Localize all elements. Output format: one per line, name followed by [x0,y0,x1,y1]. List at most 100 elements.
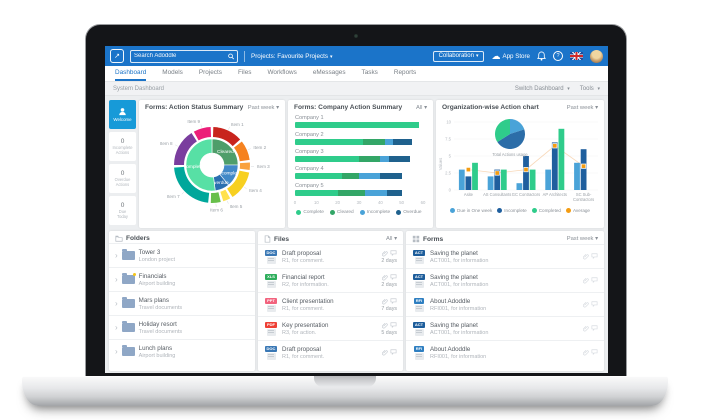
company-bar-row[interactable]: Company 3 [295,149,423,162]
search-input[interactable] [134,53,225,59]
main-nav: Dashboard Models Projects Files Workflows eMe… [105,66,608,82]
form-row[interactable]: ACT Saving the planet ACT001, for inform… [406,268,604,292]
folder-subtitle: Airport building [138,280,176,287]
svg-text:10: 10 [446,120,451,125]
organization-action-panel: Organization-wise Action chart Past week… [436,100,604,228]
chevron-right-icon[interactable]: › [115,275,118,284]
tab-emessages[interactable]: eMessages [312,69,346,76]
caret-down-icon: ▾ [597,85,600,92]
chevron-right-icon[interactable]: › [115,299,118,308]
form-row[interactable]: RFI About Adoddle RFI001, for informatio… [406,292,604,316]
chevron-right-icon[interactable]: › [115,347,118,356]
counter-tile[interactable]: 0 Overdue Actions [109,164,136,193]
file-row[interactable]: DOC Draft proposal R1, for comment. 2 da… [258,244,403,268]
svg-text:Values: Values [438,158,443,171]
file-age: 2 days [381,257,397,264]
comment-icon [390,273,397,280]
form-thumbnail-icon [414,304,424,312]
user-avatar[interactable] [590,49,603,63]
svg-text:5: 5 [448,154,451,159]
app-store-button[interactable]: ☁ App Store [491,50,530,61]
tab-dashboard[interactable]: Dashboard [115,66,147,81]
company-action-bars[interactable]: Company 1 Company 2 Company 3 Company 4 … [288,112,433,215]
adoddle-logo-icon[interactable]: ↗ [110,49,124,63]
file-subtitle: R1, for comment. [282,257,325,264]
tab-files[interactable]: Files [237,69,252,76]
counter-tile[interactable]: 0 Incomplete Actions [109,132,136,161]
document-thumbnail-icon [266,304,276,312]
file-row[interactable]: XLS Financial report R2, for information… [258,268,403,292]
file-row[interactable]: DOC Draft proposal R1, for comment. [258,340,403,364]
switch-dashboard-menu[interactable]: Switch Dashboard ▾ [514,85,570,92]
tab-reports[interactable]: Reports [393,69,417,76]
projects-menu[interactable]: Projects: Favourite Projects ▾ [251,52,333,60]
form-row[interactable]: ACT Saving the planet ACT001, for inform… [406,316,604,340]
tab-projects[interactable]: Projects [198,69,222,76]
counter-tile[interactable]: 0 Due Today [109,196,136,225]
company-bar-row[interactable]: Company 2 [295,132,423,145]
tools-menu[interactable]: Tools ▾ [579,85,600,92]
file-type-badge: DOC [264,249,278,256]
panel-filter-dropdown[interactable]: Past week ▾ [566,236,598,242]
file-age: 5 days [381,329,397,336]
form-row[interactable]: RFI About Adoddle RFI001, for informatio… [406,340,604,364]
file-row[interactable]: PDF Key presentation R3, for action. 5 d… [258,316,403,340]
panel-title: Files [274,235,290,243]
folder-row[interactable]: › Holiday resort Travel documents [109,315,255,339]
panel-filter-dropdown[interactable]: Past week ▾ [247,104,279,111]
notifications-bell-icon[interactable] [537,51,546,61]
company-bar-row[interactable]: Company 4 [295,166,423,179]
laptop-base [22,376,668,406]
form-thumbnail-icon [414,280,424,288]
form-type-badge: RFI [413,345,425,352]
panel-filter-dropdown[interactable]: All ▾ [386,236,397,242]
form-subtitle: ACT001, for information [430,281,489,288]
dashboard-sub-bar: System Dashboard Switch Dashboard ▾ Tool… [105,82,608,96]
svg-text:Item 5: Item 5 [230,204,243,209]
search-box[interactable] [130,49,238,63]
comment-icon [390,297,397,304]
action-status-donut-chart[interactable]: Cleared Incomplete Overdue Complete Item 1 It… [139,112,285,222]
chevron-right-icon[interactable]: › [115,251,118,260]
laptop-screen: ↗ Projects: Favourite Projects▾ Collabor… [85,24,627,380]
folder-row[interactable]: › Tower 3 London project [109,243,255,267]
caret-down-icon: ▾ [567,85,570,92]
tab-workflows[interactable]: Workflows [267,69,297,76]
folder-subtitle: Travel documents [138,328,183,335]
svg-text:Item 1: Item 1 [231,122,244,127]
folder-row[interactable]: › Mars plans Travel documents [109,291,255,315]
form-row[interactable]: ACT Saving the planet ACT001, for inform… [406,244,604,268]
file-icon [264,235,271,243]
collaboration-button[interactable]: Collaboration ▾ [432,50,485,62]
form-title: Saving the planet [430,321,478,329]
document-thumbnail-icon [266,328,276,336]
comment-icon [591,277,598,283]
svg-text:Total Actions usage: Total Actions usage [492,152,528,157]
panel-filter-dropdown[interactable]: All ▾ [416,104,427,111]
help-icon[interactable]: ? [553,51,563,61]
chevron-right-icon[interactable]: › [115,323,118,332]
panel-title: Forms [423,235,444,243]
folder-row[interactable]: › Financials Airport building [109,267,255,291]
company-bar-row[interactable]: Company 5 [295,183,423,196]
welcome-tile[interactable]: Welcome [109,100,136,129]
file-title: Draft proposal [282,249,321,257]
panel-filter-dropdown[interactable]: Past week ▾ [566,104,598,111]
organization-action-chart[interactable]: 0 2.5 5 7.5 10 Values Asite AS Consultants GC Co… [438,112,603,208]
language-flag-icon[interactable] [570,52,583,60]
caret-down-icon: ▾ [595,236,598,242]
svg-text:Item 9: Item 9 [187,119,200,124]
folder-subtitle: London project [138,256,176,263]
caret-down-icon: ▾ [330,53,333,60]
comment-icon [390,249,397,256]
tab-models[interactable]: Models [162,69,183,76]
folder-row[interactable]: › Lunch plans Airport building [109,339,255,363]
svg-text:Item 6: Item 6 [210,207,223,212]
panel-title: Forms: Action Status Summary [145,104,244,111]
company-bar-row[interactable]: Company 1 [295,115,423,128]
search-icon [227,53,234,59]
file-row[interactable]: PPT Client presentation R1, for comment.… [258,292,403,316]
tab-tasks[interactable]: Tasks [361,69,378,76]
file-subtitle: R3, for action. [282,329,317,336]
panel-title: Organization-wise Action chart [442,104,539,111]
